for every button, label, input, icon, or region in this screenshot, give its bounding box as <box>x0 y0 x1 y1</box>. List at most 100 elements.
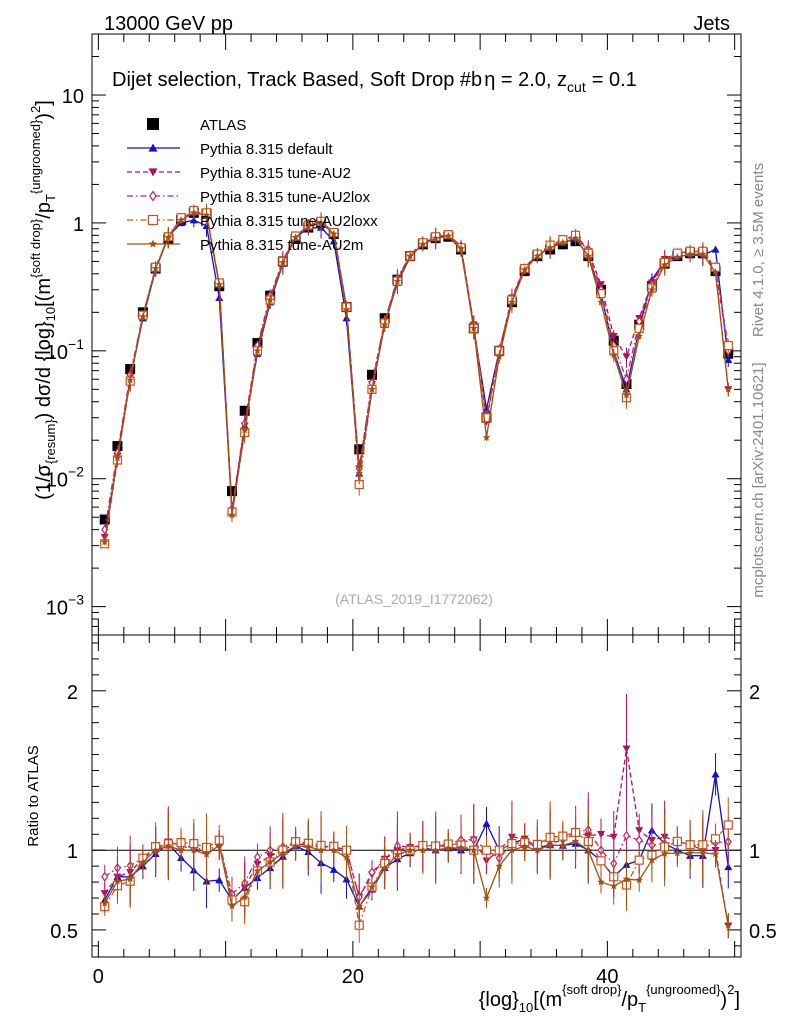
ratio-point <box>240 893 249 901</box>
series-2-main <box>100 205 733 542</box>
series-0-main <box>99 207 734 525</box>
data-point <box>609 350 618 359</box>
ratio-point <box>571 837 580 845</box>
ratio-y-tick-label: 2 <box>67 682 78 704</box>
data-point <box>533 252 542 260</box>
main-y-tick-label: 10−3 <box>46 592 84 620</box>
analysis-id: (ATLAS_2019_I1772062) <box>335 591 493 607</box>
ratio-point <box>596 856 606 866</box>
x-tick-label: 20 <box>342 966 364 988</box>
data-point <box>597 298 605 306</box>
legend-marker <box>149 190 157 202</box>
legend-marker <box>148 239 158 248</box>
data-point <box>660 260 669 269</box>
ratio-point <box>673 849 682 857</box>
ratio-point <box>342 853 351 861</box>
ratio-point <box>711 770 720 778</box>
data-point <box>495 352 503 360</box>
series-line <box>104 219 729 541</box>
ratio-point <box>546 841 554 849</box>
x-axis-label: {log}10[(m{soft drop}/pT{ungroomed})2] <box>479 982 740 1015</box>
ratio-point <box>597 878 605 886</box>
ratio-y-axis-label: Ratio to ATLAS <box>25 745 42 846</box>
data-point <box>699 250 707 258</box>
data-point <box>444 232 453 240</box>
ratio-point <box>202 850 211 858</box>
legend-marker <box>148 143 158 152</box>
ratio-point <box>253 867 262 875</box>
rivet-version-label: Rivet 4.1.0, ≥ 3.5M events <box>750 163 767 337</box>
ratio-point <box>215 841 224 849</box>
data-point <box>622 391 631 399</box>
series-3-main <box>101 204 732 535</box>
ratio-y-tick-label-right: 0.5 <box>749 921 777 943</box>
legend-label: Pythia 8.315 tune-AU2loxx <box>200 213 378 230</box>
ratio-point <box>495 862 503 870</box>
data-point <box>596 289 606 299</box>
data-point <box>202 211 211 219</box>
ratio-point <box>597 831 606 839</box>
ratio-point <box>635 835 643 846</box>
ratio-point <box>164 841 173 850</box>
ratio-point <box>190 846 198 854</box>
legend-label: ATLAS <box>200 117 246 134</box>
ratio-point <box>622 875 631 883</box>
ratio-point <box>266 858 274 866</box>
data-point <box>126 376 134 384</box>
ratio-point <box>279 849 287 857</box>
legend-label: Pythia 8.315 tune-AU2lox <box>200 189 371 206</box>
ratio-point <box>113 877 122 885</box>
data-point <box>482 433 491 441</box>
data-point <box>226 486 237 497</box>
ratio-point <box>482 894 491 902</box>
ratio-point <box>139 858 147 866</box>
main-y-tick-label: 10−1 <box>46 336 84 364</box>
ratio-point <box>622 745 631 753</box>
ratio-series-layer <box>100 693 733 943</box>
legend-label: Pythia 8.315 tune-AU2 <box>200 165 351 182</box>
ratio-point <box>648 856 656 864</box>
data-point <box>470 324 478 332</box>
data-point <box>711 268 720 276</box>
data-point <box>584 252 593 260</box>
data-point <box>723 340 733 351</box>
data-point <box>546 243 554 251</box>
data-point <box>635 332 643 340</box>
data-point <box>724 355 733 364</box>
data-point <box>609 333 618 341</box>
ratio-point <box>723 820 733 830</box>
ratio-point <box>482 819 491 827</box>
data-point <box>164 233 173 241</box>
data-point <box>342 305 351 313</box>
data-point <box>279 258 287 266</box>
ratio-point <box>393 850 402 858</box>
series-line <box>104 211 729 530</box>
data-point <box>622 374 631 385</box>
mcplots-label: mcplots.cern.ch [arXiv:2401.10621] <box>750 362 767 597</box>
ratio-y-tick-label: 1 <box>67 841 78 863</box>
ratio-point <box>699 848 707 857</box>
ratio-point <box>100 899 109 907</box>
data-point <box>215 293 224 301</box>
ratio-point <box>711 850 720 858</box>
ratio-point <box>686 848 694 857</box>
ratio-point <box>520 842 529 850</box>
ratio-point <box>291 841 300 850</box>
data-point <box>355 469 363 477</box>
ratio-point <box>470 846 478 854</box>
ratio-point <box>228 902 236 910</box>
data-point <box>151 264 160 272</box>
data-point <box>622 353 631 361</box>
main-y-axis-label: (1/σ{resum}) dσ/d {log}10[(m{soft drop}/… <box>28 100 58 500</box>
data-point <box>100 533 109 542</box>
series-line <box>104 212 729 543</box>
ratio-point <box>609 833 618 841</box>
ratio-point <box>101 871 109 882</box>
data-point <box>99 514 110 525</box>
legend-marker <box>148 168 158 177</box>
series-5-main <box>100 205 733 546</box>
ratio-point <box>533 846 542 854</box>
ratio-point <box>609 882 618 890</box>
ratio-y-tick-label: 0.5 <box>50 921 78 943</box>
data-point <box>457 244 465 252</box>
